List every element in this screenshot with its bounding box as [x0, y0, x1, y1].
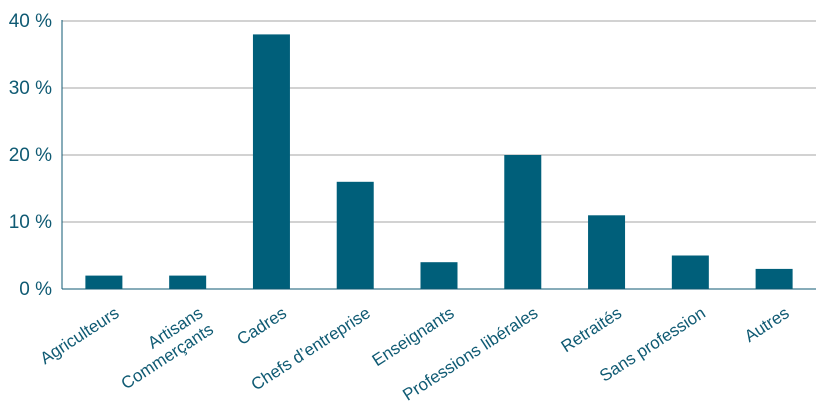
bar [588, 215, 626, 289]
x-tick-labels: Agriculteurs ArtisansCommerçants CadresChe… [37, 303, 793, 404]
bar [420, 262, 458, 289]
x-tick-label: Cadres [234, 303, 290, 349]
bars [85, 34, 793, 290]
x-tick-label-line: Agriculteurs [37, 303, 123, 368]
y-tick-label: 40 % [9, 11, 52, 32]
x-tick-label: Agriculteurs [37, 303, 123, 368]
x-tick-label-line: Cadres [234, 303, 290, 349]
bar [671, 255, 709, 289]
x-tick-label: Professions libérales [399, 303, 541, 404]
bar [169, 275, 207, 289]
y-tick-label: 20 % [9, 145, 52, 166]
x-tick-label: Autres [741, 303, 793, 346]
x-tick-label: ArtisansCommerçants [107, 303, 217, 393]
bar [755, 268, 793, 289]
bar [504, 155, 542, 289]
axes [61, 20, 816, 290]
y-tick-labels: 0 % 10 % 20 % 30 % 40 % [9, 11, 52, 300]
bar [252, 34, 290, 290]
x-tick-label-line: Professions libérales [399, 303, 541, 404]
x-tick-label: Retraités [558, 303, 625, 356]
x-tick-label-line: Autres [741, 303, 793, 346]
x-tick-label-line: Retraités [558, 303, 625, 356]
bar [85, 275, 123, 289]
y-tick-label: 0 % [19, 279, 52, 300]
bar [336, 181, 374, 289]
y-tick-label: 10 % [9, 212, 52, 233]
gridlines [62, 20, 816, 223]
y-tick-label: 30 % [9, 78, 52, 99]
